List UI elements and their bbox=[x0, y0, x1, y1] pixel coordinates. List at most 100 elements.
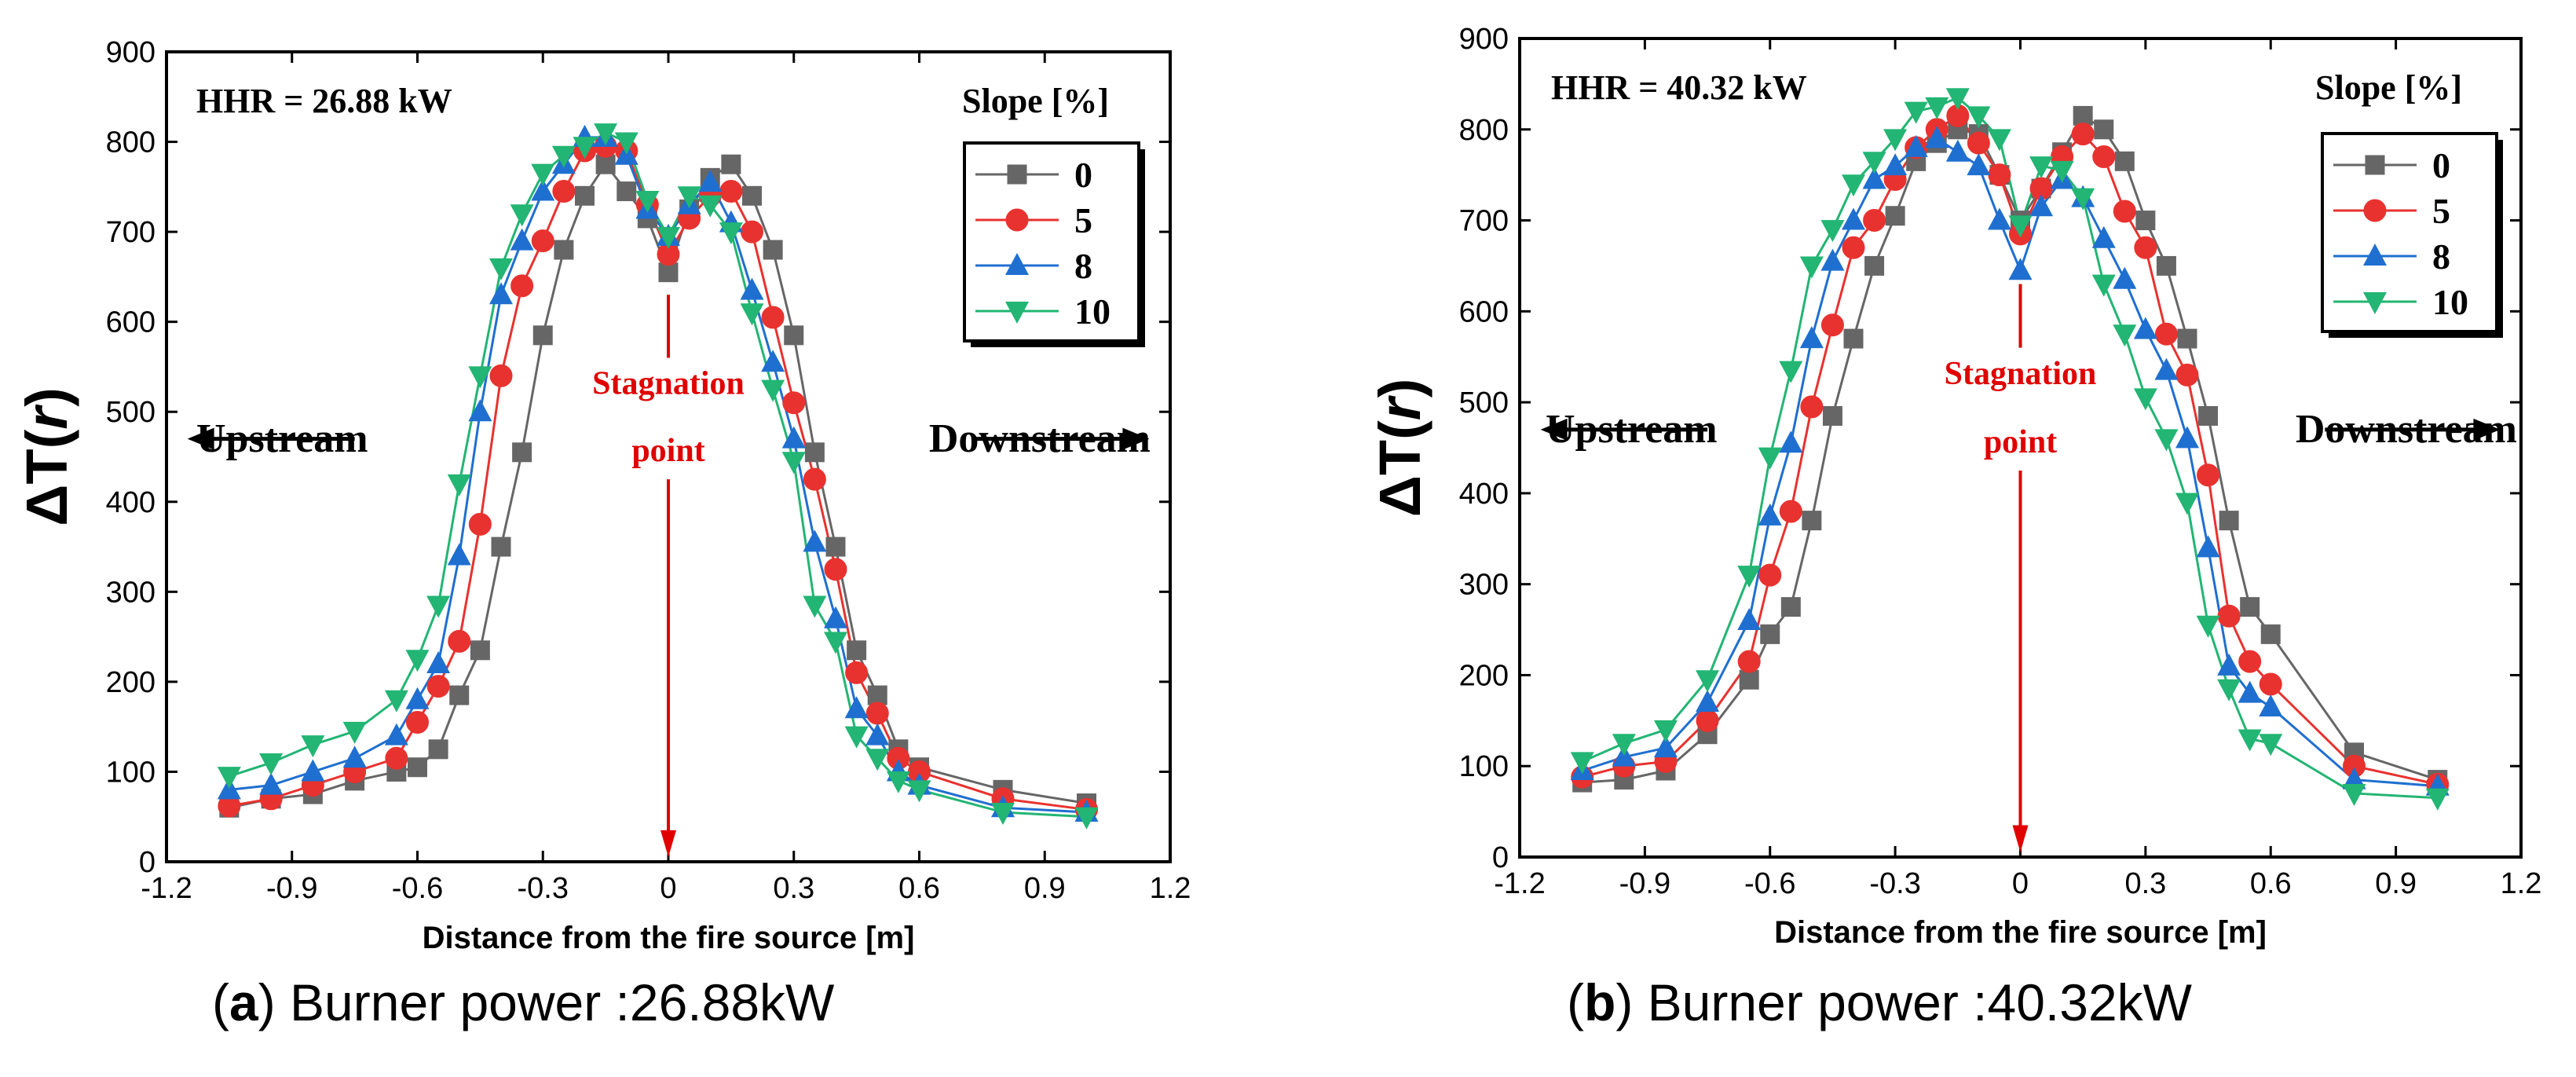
series-0-point bbox=[2073, 105, 2093, 126]
series-10-point bbox=[740, 303, 764, 326]
series-0-point bbox=[1885, 206, 1905, 226]
series-10-point bbox=[1987, 129, 2011, 152]
series-8-point bbox=[301, 759, 325, 782]
hhr-annotation: HHR = 40.32 kW bbox=[1551, 68, 1807, 107]
series-8-point bbox=[2029, 194, 2054, 217]
series-5-point bbox=[448, 629, 471, 653]
series-10-point bbox=[1967, 106, 1991, 129]
series-8-point bbox=[384, 723, 408, 745]
series-5-point bbox=[845, 661, 869, 684]
stagnation-label-1: Stagnation bbox=[592, 365, 745, 401]
series-8-point bbox=[489, 282, 513, 305]
series-10-point bbox=[1799, 256, 1824, 279]
y-axis-label-suffix: ) bbox=[14, 387, 79, 407]
series-0-line bbox=[229, 162, 1087, 809]
x-tick-label: -0.3 bbox=[518, 872, 569, 905]
series-10-point bbox=[489, 258, 513, 280]
series-5-point bbox=[426, 675, 450, 698]
x-axis-label: Distance from the fire source [m] bbox=[423, 921, 915, 955]
series-8-point bbox=[468, 399, 492, 422]
legend-8-marker bbox=[1005, 253, 1029, 275]
downstream-arrow-head bbox=[1122, 427, 1150, 450]
y-tick-label: 100 bbox=[106, 756, 156, 789]
series-10-line bbox=[1582, 96, 2438, 800]
series-0-point bbox=[617, 181, 637, 202]
y-tick-label: 800 bbox=[106, 126, 156, 159]
x-tick-label: -0.9 bbox=[1619, 867, 1670, 900]
series-8-point bbox=[1737, 607, 1762, 630]
legend-10-marker bbox=[1005, 302, 1029, 324]
series-8-point bbox=[1779, 430, 1803, 453]
series-0-point bbox=[763, 240, 783, 260]
series-5-point bbox=[1696, 709, 1719, 732]
series-5-point bbox=[510, 274, 534, 298]
series-10-point bbox=[426, 595, 451, 618]
panel-a-caption-text: Burner power :26.88kW bbox=[290, 973, 835, 1031]
series-10-point bbox=[2196, 615, 2220, 638]
series-5-point bbox=[719, 180, 743, 203]
series-10-point bbox=[2050, 160, 2074, 183]
series-10-point bbox=[2154, 429, 2179, 452]
x-tick-label: 0.3 bbox=[2124, 867, 2166, 900]
x-tick-label: 0.3 bbox=[773, 872, 814, 905]
series-0-point bbox=[867, 685, 887, 705]
series-10-point bbox=[2091, 274, 2116, 297]
series-8-point bbox=[1799, 326, 1824, 349]
series-5-point bbox=[2113, 200, 2136, 223]
series-5-point bbox=[2217, 604, 2241, 628]
series-10-point bbox=[2029, 156, 2054, 179]
y-tick-label: 700 bbox=[106, 216, 156, 249]
series-5-point bbox=[2071, 123, 2095, 146]
series-0-point bbox=[1780, 597, 1801, 617]
series-0-point bbox=[2135, 211, 2156, 231]
series-10-point bbox=[907, 780, 931, 803]
series-0-point bbox=[1802, 511, 1822, 531]
series-5-point bbox=[406, 710, 429, 734]
series-0-point bbox=[2219, 511, 2239, 531]
series-5-point bbox=[2154, 322, 2178, 346]
series-10-point bbox=[1904, 101, 1928, 124]
x-tick-label: 0.6 bbox=[898, 872, 940, 905]
stagnation-arrow-head bbox=[660, 830, 676, 857]
legend-5-label: 5 bbox=[1074, 200, 1092, 240]
x-tick-label: -0.6 bbox=[1744, 867, 1795, 900]
series-10-point bbox=[2238, 729, 2262, 752]
series-5-point bbox=[782, 391, 806, 415]
y-tick-label: 200 bbox=[1459, 659, 1509, 692]
x-tick-label: -1.2 bbox=[1494, 867, 1545, 900]
series-8-point bbox=[865, 723, 890, 745]
legend-box bbox=[2321, 132, 2498, 333]
series-10-point bbox=[1074, 807, 1099, 830]
legend-10-label: 10 bbox=[2432, 282, 2468, 322]
series-8-point bbox=[1696, 690, 1720, 713]
y-axis-label: ΔT(r) bbox=[14, 387, 79, 526]
series-10-point bbox=[719, 222, 743, 245]
series-8-point bbox=[447, 543, 471, 566]
series-0-point bbox=[2260, 624, 2281, 644]
series-8-point bbox=[510, 228, 534, 251]
series-10-point bbox=[824, 632, 847, 654]
series-10-point bbox=[217, 767, 241, 789]
series-8-point bbox=[740, 277, 764, 300]
y-tick-label: 200 bbox=[106, 666, 156, 699]
series-8-point bbox=[803, 529, 827, 552]
series-10-point bbox=[384, 690, 408, 713]
panel-b-chart: -1.2 -0.9 -0.6 -0.3 0 0.3 0.6 0.9 1.201002003004… bbox=[1367, 23, 2541, 950]
series-10-point bbox=[698, 195, 723, 218]
upstream-arrow-head bbox=[1540, 418, 1568, 441]
series-0-point bbox=[491, 537, 511, 557]
series-8-point bbox=[2259, 694, 2283, 716]
series-8-point bbox=[2091, 225, 2116, 248]
series-5-point bbox=[1758, 563, 1782, 587]
series-5-point bbox=[2175, 363, 2199, 386]
series-10-point bbox=[803, 595, 827, 618]
y-tick-label: 100 bbox=[1459, 750, 1509, 783]
series-10-point bbox=[614, 132, 639, 155]
series-5-point bbox=[1967, 131, 1990, 155]
y-tick-label: 400 bbox=[1459, 478, 1509, 511]
series-10-point bbox=[1862, 152, 1886, 174]
series-8-point bbox=[1945, 139, 1970, 162]
series-8-point bbox=[426, 650, 451, 673]
series-8-line bbox=[1582, 137, 2438, 788]
series-10-point bbox=[991, 802, 1015, 825]
